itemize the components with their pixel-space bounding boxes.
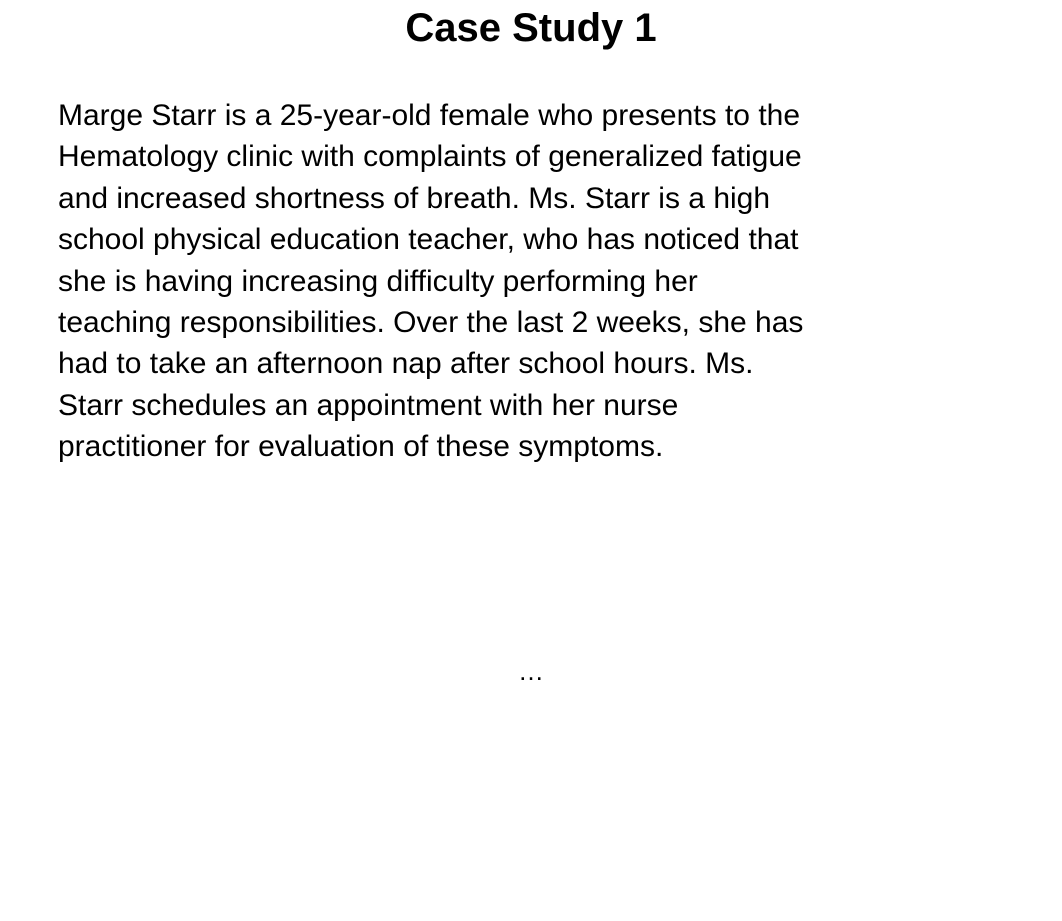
content-ellipsis: …: [0, 656, 1062, 687]
page-title: Case Study 1: [0, 0, 1062, 61]
case-body-text: Marge Starr is a 25-year-old female who …: [0, 61, 1062, 468]
